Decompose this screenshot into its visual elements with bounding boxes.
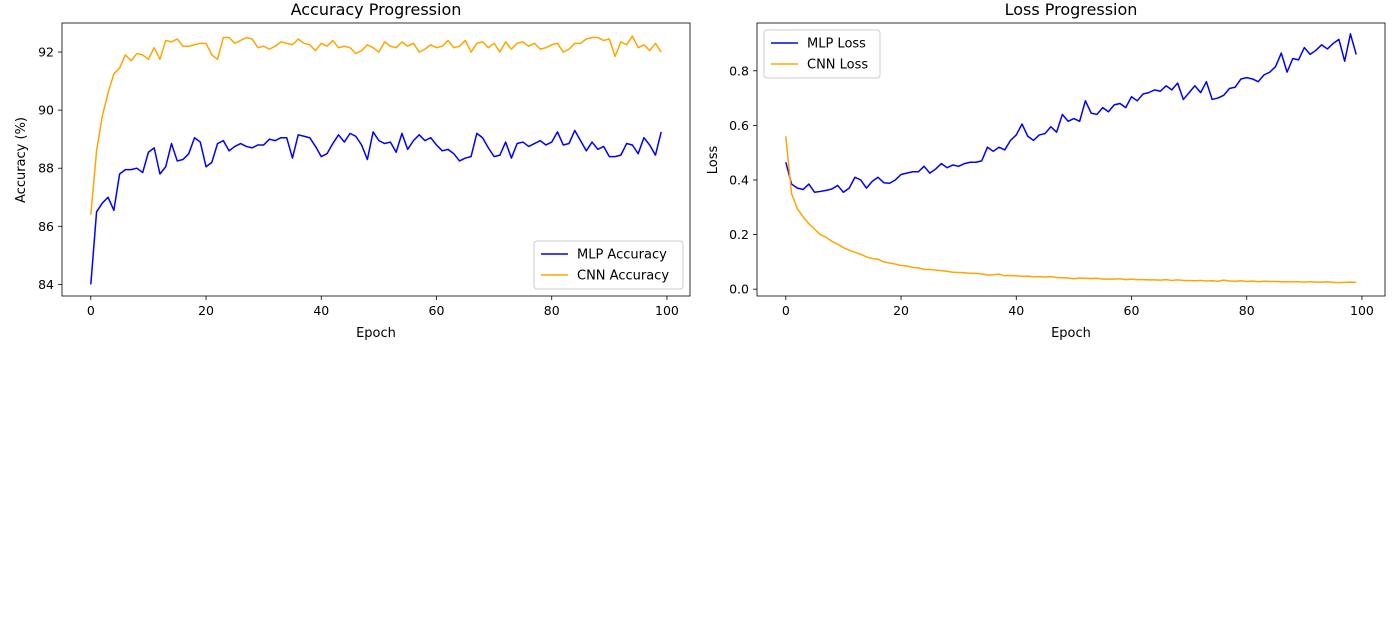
- loss-chart: Loss Progression Epoch Loss 0 20 40 60 80 100…: [706, 0, 1386, 341]
- accuracy-y-tick-label: 90: [38, 103, 54, 118]
- loss-chart-title: Loss Progression: [1005, 0, 1138, 19]
- loss-y-tick-label: 0.6: [729, 118, 749, 133]
- accuracy-x-tick-label: 60: [429, 303, 445, 318]
- accuracy-legend-label: CNN Accuracy: [577, 269, 669, 284]
- loss-series-line-cnn-loss: [785, 136, 1357, 284]
- loss-legend: MLP Loss CNN Loss: [763, 29, 881, 79]
- loss-x-tick-label: 60: [1124, 303, 1140, 318]
- accuracy-y-tick-label: 84: [38, 277, 54, 292]
- loss-y-tick-label: 0.8: [729, 63, 749, 78]
- loss-legend-box: [763, 29, 881, 79]
- accuracy-plot-frame: [61, 22, 691, 297]
- accuracy-chart-title: Accuracy Progression: [291, 0, 462, 19]
- loss-y-axis-label: Loss: [706, 146, 721, 175]
- loss-y-tick-label: 0.4: [729, 172, 749, 187]
- loss-x-tick-label: 100: [1350, 303, 1374, 318]
- accuracy-y-tick-label: 86: [38, 219, 54, 234]
- accuracy-x-tick-label: 100: [655, 303, 679, 318]
- loss-x-tick-label: 20: [893, 303, 909, 318]
- accuracy-series-line-mlp-accuracy: [90, 129, 662, 285]
- accuracy-x-tick-label: 80: [544, 303, 560, 318]
- accuracy-legend: MLP Accuracy CNN Accuracy: [533, 240, 684, 290]
- loss-x-tick-label: 0: [782, 303, 790, 318]
- accuracy-x-tick-label: 40: [313, 303, 329, 318]
- accuracy-y-tick-label: 88: [38, 161, 54, 176]
- loss-legend-label: CNN Loss: [807, 58, 868, 73]
- loss-x-axis-label: Epoch: [1051, 326, 1091, 341]
- accuracy-chart: Accuracy Progression Epoch Accuracy (%) …: [14, 0, 691, 341]
- accuracy-series-line-cnn-accuracy: [90, 35, 662, 215]
- accuracy-legend-label: MLP Accuracy: [577, 248, 667, 263]
- loss-x-tick-label: 80: [1239, 303, 1255, 318]
- loss-legend-label: MLP Loss: [807, 37, 866, 52]
- accuracy-x-axis-label: Epoch: [356, 326, 396, 341]
- loss-y-tick-label: 0.2: [729, 227, 749, 242]
- loss-y-tick-label: 0.0: [729, 282, 749, 297]
- accuracy-y-tick-label: 92: [38, 45, 54, 60]
- accuracy-y-axis-label: Accuracy (%): [14, 117, 29, 203]
- loss-series-line-mlp-loss: [785, 33, 1357, 194]
- accuracy-x-tick-label: 20: [198, 303, 214, 318]
- accuracy-x-tick-label: 0: [87, 303, 95, 318]
- loss-x-tick-label: 40: [1008, 303, 1024, 318]
- loss-plot-frame: [756, 22, 1386, 297]
- accuracy-legend-box: [533, 240, 684, 290]
